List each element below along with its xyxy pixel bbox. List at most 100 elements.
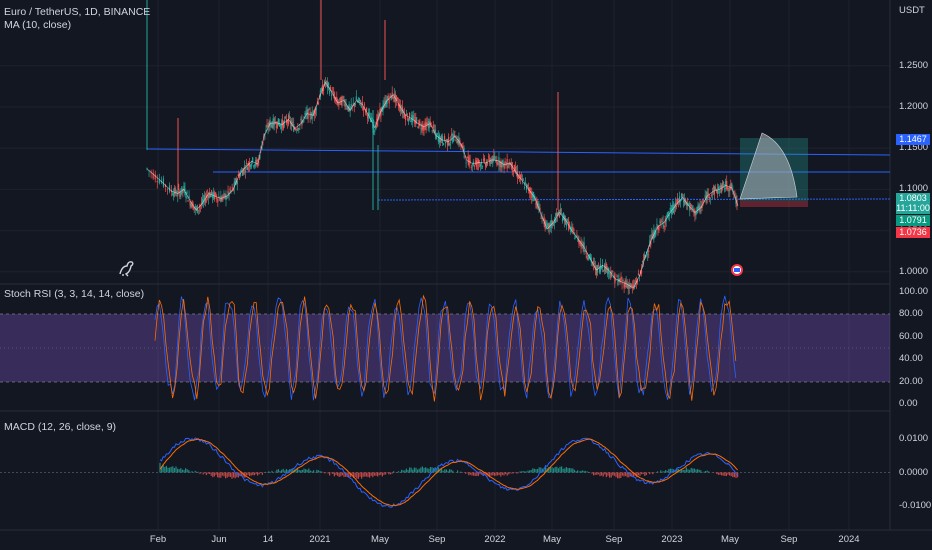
flag-event-icon[interactable] [731,264,743,276]
candle-body [237,173,239,176]
currency-label: USDT [899,5,925,16]
candle-body [628,285,630,289]
candle-body [363,104,366,106]
candle-body [581,244,583,247]
candle-body [510,163,512,168]
candle-body [665,218,667,222]
macd-histogram-bar [434,467,436,473]
candle-body [710,195,712,197]
candle-body [504,161,506,164]
macd-histogram-bar [522,471,524,473]
macd-histogram-bar [620,472,622,478]
main-legend-title[interactable]: Euro / TetherUS, 1D, BINANCE [4,6,151,18]
candle-body [210,194,212,198]
stop-zone[interactable] [740,201,808,207]
macd-histogram-bar [474,472,476,476]
macd-histogram-bar [479,472,481,475]
macd-histogram-bar [695,469,697,473]
candle-body [392,96,394,98]
macd-histogram-bar [223,472,225,477]
candle-body [455,140,457,142]
macd-histogram-bar [164,467,166,473]
candle-body [586,256,588,258]
macd-histogram-bar [229,472,231,478]
candle-body [399,104,402,111]
candle-body [539,207,541,212]
candle-body [592,261,594,266]
candle-body [207,194,210,198]
candle-body [325,81,328,83]
candle-body [226,197,228,199]
price-tag: 1.1467 [896,134,930,145]
candle-body [284,117,287,119]
projection-tool[interactable] [739,132,808,207]
candle-body [666,213,668,217]
candle-body [640,270,643,274]
candle-body [647,254,649,256]
macd-histogram-bar [415,467,417,473]
macd-histogram-bar [735,472,737,479]
macd-histogram-bar [210,472,212,476]
candle-body [219,198,221,201]
macd-histogram-bar [183,469,185,473]
candle-body [496,159,498,165]
candle-body [187,200,189,202]
candle-body [261,145,263,150]
candle-body [310,117,312,119]
candle-body [154,174,156,180]
macd-histogram-bar [213,472,215,477]
macd-histogram-bar [189,471,191,473]
macd-histogram-bar [191,471,193,473]
candle-body [489,158,491,163]
candle-body [371,117,373,122]
stoch-legend[interactable]: Stoch RSI (3, 3, 14, 14, close) [4,288,145,300]
candle-body [616,275,618,277]
macd-legend[interactable]: MACD (12, 26, close, 9) [4,421,117,433]
candle-body [720,185,723,193]
candle-body [375,126,377,130]
candle-body [460,144,462,147]
macd-histogram-bar [497,472,499,476]
macd-histogram-bar [337,472,339,476]
candle-body [164,184,167,187]
candle-body [728,189,730,192]
candle-body [495,160,497,162]
candle-body [655,230,657,235]
candle-body [453,134,455,142]
macd-histogram-bar [196,471,198,473]
macd-histogram-bar [660,470,662,473]
candle-body [446,139,448,141]
macd-histogram-bar [559,466,561,473]
macd-histogram-bar [722,472,724,476]
ma-legend[interactable]: MA (10, close) [4,19,72,31]
macd-histogram-bar [610,472,612,478]
macd-histogram-bar [383,472,385,475]
candle-body [236,180,238,184]
price-tag: 1.0803 [896,193,930,204]
candle-body [216,196,218,200]
macd-histogram-bar [173,467,175,473]
macd-histogram-bar [341,472,343,476]
candle-body [473,165,475,167]
price-tick-label: 1.0000 [899,265,929,277]
macd-histogram-bar [449,469,451,473]
macd-histogram-bar [679,470,681,473]
candle-body [686,202,688,206]
candle-body [293,124,295,132]
candle-body [197,209,199,211]
macd-histogram-bar [693,468,695,473]
candle-body [352,103,354,105]
candle-body [235,178,237,184]
candle-body [267,128,269,130]
macd-histogram-bar [645,472,647,476]
macd-histogram-bar [372,472,374,478]
dinosaur-icon[interactable] [119,261,134,277]
macd-histogram-bar [532,468,534,473]
fan-shape[interactable] [739,132,798,200]
candle-body [645,255,647,258]
macd-histogram-bar [399,471,401,473]
candle-body [223,192,225,194]
macd-histogram-bar [493,472,495,476]
